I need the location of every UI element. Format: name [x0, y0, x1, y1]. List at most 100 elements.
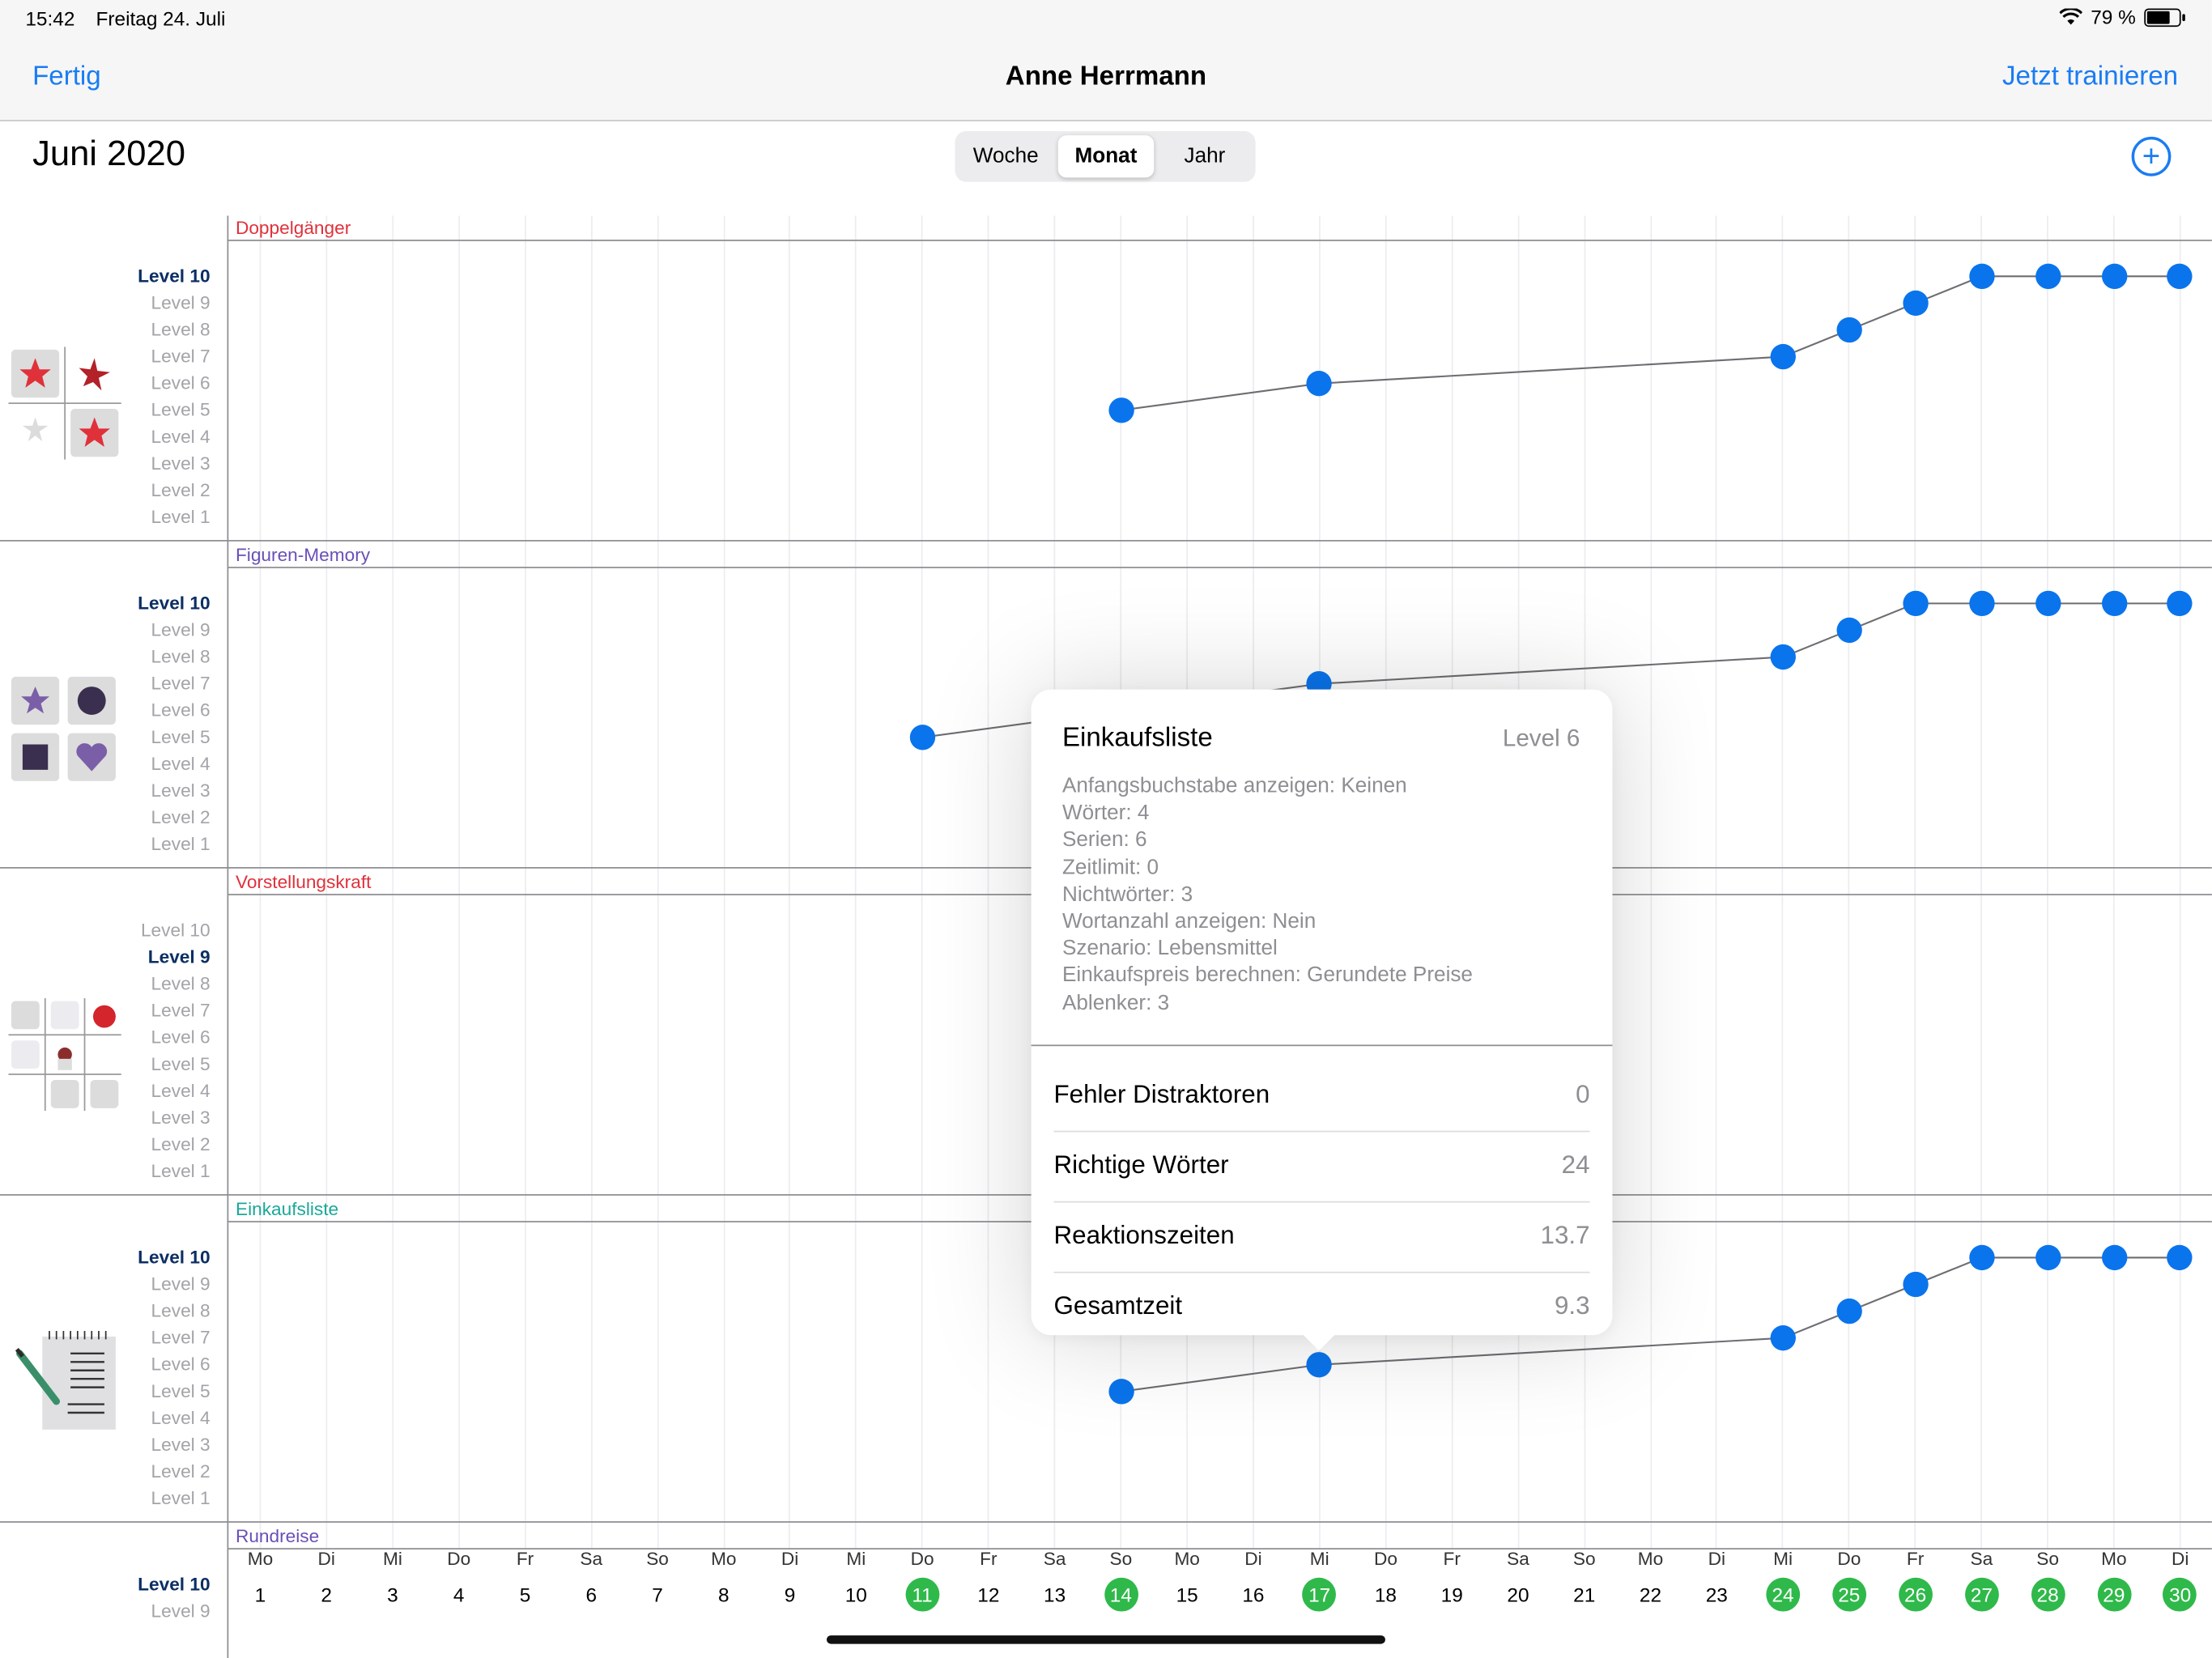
period-segmented-control[interactable]: Woche Monat Jahr	[955, 130, 1256, 182]
x-tick-date[interactable]: 13	[1044, 1583, 1066, 1606]
data-point[interactable]	[2101, 263, 2127, 290]
x-tick-date[interactable]: 16	[1242, 1583, 1265, 1606]
x-tick-weekday: Mi	[1773, 1548, 1793, 1570]
grid-line	[525, 215, 526, 1549]
x-tick-date[interactable]: 5	[519, 1583, 531, 1606]
x-tick-date[interactable]: 30	[2163, 1577, 2197, 1612]
x-tick-date[interactable]: 9	[784, 1583, 796, 1606]
x-tick-weekday: Sa	[1043, 1548, 1066, 1570]
data-point[interactable]	[2035, 1244, 2061, 1271]
data-point[interactable]	[1836, 617, 1862, 644]
section-divider	[0, 539, 2212, 542]
x-tick-date[interactable]: 24	[1766, 1577, 1800, 1612]
data-point[interactable]	[1108, 1379, 1134, 1405]
x-tick-weekday: Di	[1708, 1548, 1725, 1570]
x-tick-date[interactable]: 17	[1302, 1577, 1337, 1612]
done-button[interactable]: Fertig	[32, 62, 101, 92]
grid-line	[1848, 215, 1850, 1549]
data-point[interactable]	[1902, 290, 1929, 317]
x-tick-weekday: Sa	[580, 1548, 603, 1570]
stat-row: Reaktionszeiten 13.7	[1053, 1201, 1590, 1273]
x-tick-date[interactable]: 18	[1374, 1583, 1397, 1606]
data-point[interactable]	[2035, 590, 2061, 617]
x-tick-date[interactable]: 1	[254, 1583, 266, 1606]
data-point[interactable]	[2035, 263, 2061, 290]
stat-label: Reaktionszeiten	[1053, 1221, 1235, 1249]
level-label: Level 8	[151, 972, 211, 994]
data-point[interactable]	[1836, 1298, 1862, 1324]
segment-week[interactable]: Woche	[972, 143, 1039, 168]
stat-value: 13.7	[1540, 1221, 1590, 1249]
data-point[interactable]	[1108, 397, 1134, 423]
x-tick-date[interactable]: 11	[905, 1577, 940, 1612]
data-point[interactable]	[1770, 644, 1796, 670]
x-tick-date[interactable]: 15	[1176, 1583, 1198, 1606]
x-tick-date[interactable]: 29	[2096, 1577, 2131, 1612]
data-point[interactable]	[909, 725, 935, 750]
stat-label: Gesamtzeit	[1053, 1291, 1183, 1320]
popover-details: Anfangsbuchstabe anzeigen: Keinen Wörter…	[1062, 772, 1473, 1016]
x-tick-date[interactable]: 26	[1898, 1577, 1933, 1612]
x-tick-date[interactable]: 8	[717, 1583, 730, 1606]
segment-month[interactable]: Monat	[1057, 135, 1155, 178]
x-tick-date[interactable]: 10	[844, 1583, 867, 1606]
segment-year[interactable]: Jahr	[1184, 143, 1226, 168]
x-tick-weekday: Mi	[1309, 1548, 1329, 1570]
level-label: Level 10	[138, 1573, 211, 1595]
x-tick-weekday: So	[646, 1548, 669, 1570]
plus-circle-icon[interactable]: +	[2131, 136, 2172, 176]
x-tick-date[interactable]: 21	[1573, 1583, 1596, 1606]
x-tick-date[interactable]: 14	[1104, 1577, 1138, 1612]
x-tick-weekday: Di	[1244, 1548, 1262, 1570]
x-tick-date[interactable]: 20	[1507, 1583, 1529, 1606]
level-label: Level 3	[151, 453, 211, 474]
level-label: Level 8	[151, 1299, 211, 1321]
data-point[interactable]	[1770, 1325, 1796, 1351]
data-point[interactable]	[1836, 317, 1862, 343]
train-now-button[interactable]: Jetzt trainieren	[2001, 62, 2179, 92]
data-point[interactable]	[1902, 1271, 1929, 1298]
data-point[interactable]	[1902, 590, 1929, 617]
grid-line	[392, 215, 394, 1549]
data-point[interactable]	[2101, 590, 2127, 617]
x-tick-date[interactable]: 3	[387, 1583, 398, 1606]
data-point[interactable]	[2167, 263, 2193, 290]
x-tick-date[interactable]: 28	[2031, 1577, 2065, 1612]
x-tick-date[interactable]: 12	[977, 1583, 1000, 1606]
x-tick-date[interactable]: 7	[652, 1583, 663, 1606]
grid-line	[1980, 215, 1982, 1549]
data-point[interactable]	[1968, 1244, 1995, 1271]
x-tick-weekday: Do	[1373, 1548, 1397, 1570]
navigation-bar: Anne Herrmann Fertig Jetzt trainieren	[0, 39, 2212, 121]
data-point[interactable]	[1307, 1352, 1333, 1378]
nav-title: Anne Herrmann	[1005, 62, 1207, 92]
level-label: Level 5	[151, 1380, 211, 1402]
level-label: Level 5	[151, 725, 211, 747]
level-label: Level 4	[151, 1079, 211, 1102]
x-tick-weekday: Di	[781, 1548, 799, 1570]
data-point[interactable]	[2167, 590, 2193, 617]
series-name: Figuren-Memory	[235, 544, 371, 566]
level-label: Level 9	[147, 946, 211, 967]
level-label: Level 6	[151, 1353, 211, 1375]
x-tick-date[interactable]: 2	[321, 1583, 332, 1606]
x-tick-date[interactable]: 4	[453, 1583, 465, 1606]
detail-line: Einkaufspreis berechnen: Gerundete Preis…	[1061, 963, 1473, 988]
stat-row: Gesamtzeit 9.3	[1053, 1272, 1589, 1342]
battery-icon	[2144, 7, 2185, 27]
x-tick-date[interactable]: 19	[1440, 1583, 1463, 1606]
data-point[interactable]	[2101, 1244, 2127, 1271]
grid-line	[854, 215, 857, 1549]
data-point[interactable]	[1968, 590, 1995, 617]
data-point[interactable]	[1770, 343, 1796, 370]
x-tick-date[interactable]: 25	[1831, 1577, 1866, 1612]
x-tick-date[interactable]: 6	[585, 1583, 598, 1606]
level-label: Level 1	[151, 833, 211, 855]
data-point[interactable]	[2167, 1244, 2193, 1271]
x-tick-date[interactable]: 22	[1639, 1583, 1662, 1606]
x-tick-date[interactable]: 23	[1705, 1583, 1728, 1606]
x-tick-date[interactable]: 27	[1964, 1577, 1999, 1612]
data-point[interactable]	[1307, 371, 1333, 397]
stat-label: Fehler Distraktoren	[1053, 1079, 1270, 1108]
data-point[interactable]	[1968, 263, 1995, 290]
